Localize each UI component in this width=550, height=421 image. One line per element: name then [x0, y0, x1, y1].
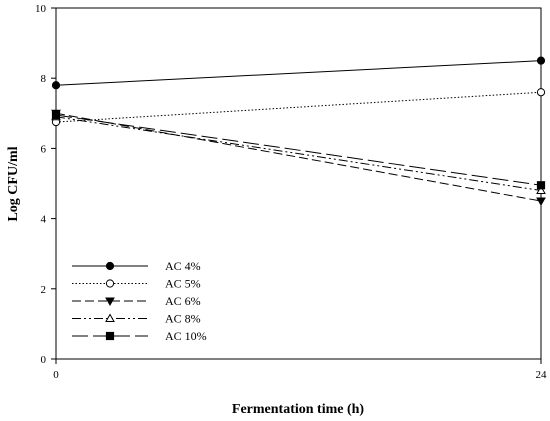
series-line	[55, 112, 542, 202]
data-point	[536, 181, 546, 190]
y-tick-label: 4	[41, 214, 47, 226]
series-2	[51, 88, 546, 127]
data-point	[105, 297, 115, 307]
y-tick-label: 6	[41, 143, 47, 155]
plot-border	[55, 7, 542, 360]
legend-label: AC 6%	[165, 294, 201, 308]
legend-label: AC 10%	[165, 329, 207, 343]
series-line	[55, 114, 542, 186]
data-point	[51, 110, 61, 120]
data-point	[105, 261, 115, 271]
data-point	[536, 197, 546, 207]
data-point	[105, 331, 115, 341]
series-layer	[51, 56, 546, 207]
legend-entry: AC 5%	[72, 277, 201, 291]
data-point	[105, 279, 115, 288]
legend-entry: AC 10%	[72, 329, 207, 343]
series-line	[55, 116, 542, 192]
y-tick-label: 2	[41, 284, 47, 296]
y-tick-label: 10	[35, 3, 47, 15]
data-point	[51, 81, 61, 90]
legend-entry: AC 4%	[72, 259, 201, 273]
y-tick-label: 8	[41, 73, 47, 85]
y-axis-title: Log CFU/ml	[6, 146, 21, 221]
plot-frame	[55, 7, 542, 360]
legend-label: AC 8%	[165, 312, 201, 326]
data-point	[536, 185, 546, 195]
y-tick-label: 0	[41, 354, 47, 366]
series-1	[51, 56, 546, 90]
legend-label: AC 4%	[165, 259, 201, 273]
x-axis-title: Fermentation time (h)	[232, 402, 365, 417]
series-3	[51, 109, 546, 207]
series-5	[51, 110, 546, 190]
series-line	[55, 91, 542, 123]
legend: AC 4% AC 5% AC 6% AC 8% AC 10%	[72, 259, 207, 343]
data-point	[105, 313, 115, 322]
data-point	[536, 88, 546, 97]
data-point	[536, 56, 546, 65]
legend-label: AC 5%	[165, 277, 201, 291]
legend-entry: AC 8%	[72, 312, 201, 326]
x-tick-label: 24	[536, 369, 548, 381]
x-tick-label: 0	[53, 369, 59, 381]
legend-entry: AC 6%	[72, 294, 201, 308]
series-line	[55, 60, 542, 86]
